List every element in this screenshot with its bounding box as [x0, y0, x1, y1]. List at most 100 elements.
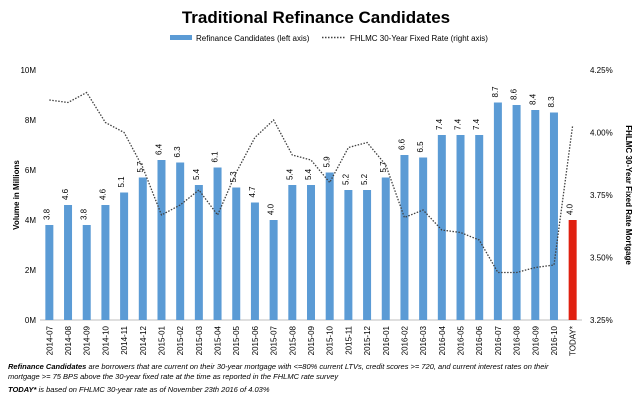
x-tick-label: 2016-03	[419, 325, 428, 355]
legend-line-label: FHLMC 30-Year Fixed Rate (right axis)	[350, 34, 488, 43]
bar-value-labels: 3.8 4.6 3.8 4.6 5.1 5.7 6.4 6.3 5.4 6.1 5.3 4.7 4.0 5…	[42, 86, 574, 220]
x-tick-label: 2015-10	[326, 325, 335, 355]
x-tick-label: 2014-08	[64, 325, 73, 355]
footnote-definition-cont: mortgage >= 75 BPS above the 30-year fix…	[8, 372, 339, 381]
left-tick-label: 8M	[25, 116, 36, 125]
left-tick-label: 2M	[25, 266, 36, 275]
footnote-definition-text: are borrowers that are current on their …	[86, 362, 549, 371]
x-tick-label: 2015-11	[344, 325, 353, 354]
left-axis-ticks: 0M 2M 4M 6M 8M 10M	[20, 66, 36, 325]
bar-value-label: 6.3	[173, 146, 182, 158]
bar-value-label: 5.1	[117, 176, 126, 188]
rate-line	[49, 91, 574, 274]
x-tick-label: 2016-05	[457, 325, 466, 355]
x-tick-label: 2016-02	[400, 325, 409, 355]
x-tick-label: TODAY*	[569, 326, 578, 356]
bar	[512, 105, 521, 320]
bar	[549, 112, 558, 320]
footnote-term: Refinance Candidates	[8, 362, 87, 371]
bar-value-label: 5.7	[136, 161, 145, 173]
left-tick-label: 10M	[20, 66, 36, 75]
x-tick-label: 2014-07	[45, 325, 54, 355]
refinance-chart: Traditional Refinance Candidates Refinan…	[12, 8, 633, 356]
bar	[120, 192, 129, 320]
bar	[419, 157, 428, 320]
x-tick-label: 2015-05	[232, 325, 241, 355]
right-tick-label: 3.25%	[590, 316, 613, 325]
bar-value-label: 8.4	[528, 93, 537, 105]
bar	[381, 177, 390, 320]
x-tick-label: 2015-01	[157, 325, 166, 355]
bar-value-label: 8.6	[510, 88, 519, 100]
right-tick-label: 4.25%	[590, 66, 613, 75]
x-tick-label: 2016-10	[550, 325, 559, 355]
x-tick-label: 2015-12	[363, 325, 372, 355]
x-tick-label: 2015-02	[176, 325, 185, 355]
x-tick-label: 2016-04	[438, 325, 447, 355]
bar	[363, 190, 372, 320]
bar-value-label: 5.2	[360, 173, 369, 185]
left-tick-label: 4M	[25, 216, 36, 225]
bar	[400, 155, 409, 320]
x-tick-label: 2015-03	[195, 325, 204, 355]
x-tick-label: 2014-12	[139, 325, 148, 355]
bar-value-label: 4.0	[566, 203, 575, 215]
bar-series	[45, 102, 577, 320]
chart-title: Traditional Refinance Candidates	[182, 8, 450, 27]
x-tick-label: 2016-01	[382, 325, 391, 355]
legend: Refinance Candidates (left axis) FHLMC 3…	[170, 34, 488, 43]
x-tick-label: 2016-07	[494, 325, 503, 355]
right-axis-title: FHLMC 30-Year Fixed Rate Mortgage	[624, 125, 633, 265]
bar	[531, 110, 540, 320]
bar	[288, 185, 297, 320]
bar-value-label: 5.4	[192, 168, 201, 180]
x-tick-label: 2015-09	[307, 325, 316, 355]
bar	[475, 135, 484, 320]
x-tick-label: 2016-06	[475, 325, 484, 355]
bar-value-label: 5.9	[323, 156, 332, 168]
left-tick-label: 0M	[25, 316, 36, 325]
legend-bar-label: Refinance Candidates (left axis)	[196, 34, 310, 43]
bar-value-label: 7.4	[472, 118, 481, 130]
left-tick-label: 6M	[25, 166, 36, 175]
x-tick-label: 2015-06	[251, 325, 260, 355]
bar-value-label: 5.4	[304, 168, 313, 180]
bar-value-label: 3.8	[42, 208, 51, 220]
x-tick-label: 2015-07	[270, 325, 279, 355]
right-axis-ticks: 3.25% 3.50% 3.75% 4.00% 4.25%	[590, 66, 613, 325]
bar	[325, 172, 334, 320]
bar-value-label: 5.2	[341, 173, 350, 185]
bar-value-label: 4.6	[61, 188, 70, 200]
x-axis-labels: 2014-07 2014-08 2014-09 2014-10 2014-11 2014-…	[45, 325, 577, 355]
right-tick-label: 3.50%	[590, 254, 613, 263]
bar	[45, 225, 54, 320]
footnote-today-text: is based on FHLMC 30-year rate as of Nov…	[36, 385, 270, 394]
footnote-today-term: TODAY*	[8, 385, 37, 394]
bar	[456, 135, 465, 320]
bar-value-label: 4.6	[98, 188, 107, 200]
x-tick-label: 2015-08	[288, 325, 297, 355]
bar	[493, 102, 502, 320]
bar-value-label: 7.4	[454, 118, 463, 130]
bar	[568, 220, 577, 320]
bar-value-label: 4.0	[267, 203, 276, 215]
bar	[138, 177, 147, 320]
x-tick-label: 2014-09	[83, 325, 92, 355]
bar	[307, 185, 315, 320]
bar-value-label: 4.7	[248, 186, 257, 198]
x-tick-label: 2014-10	[101, 325, 110, 355]
bar	[213, 167, 222, 320]
bar-value-label: 7.4	[435, 118, 444, 130]
footnote-definition: Refinance Candidates are borrowers that …	[8, 362, 632, 382]
bar-value-label: 6.5	[416, 141, 425, 153]
bar-value-label: 5.4	[285, 168, 294, 180]
left-axis-title: Volume in Millions	[12, 160, 21, 230]
bar	[250, 202, 259, 320]
bar	[194, 185, 203, 320]
x-tick-label: 2014-11	[120, 325, 129, 354]
bar	[64, 205, 73, 320]
bar-value-label: 6.1	[211, 151, 220, 163]
bar-value-label: 3.8	[80, 208, 89, 220]
bar	[437, 135, 446, 320]
bar	[344, 190, 353, 320]
